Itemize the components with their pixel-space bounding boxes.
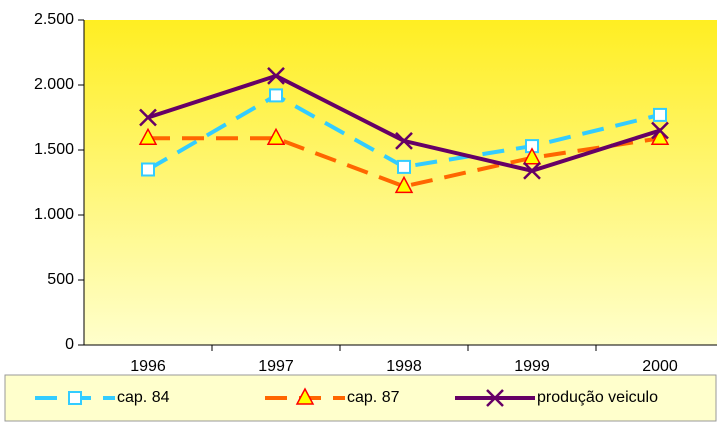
marker bbox=[295, 387, 315, 405]
x-tick-label: 2000 bbox=[642, 358, 678, 375]
legend-label: produção veiculo bbox=[537, 389, 658, 406]
marker bbox=[651, 121, 669, 140]
marker bbox=[269, 88, 283, 103]
marker bbox=[653, 107, 667, 122]
x-tick-label: 1998 bbox=[386, 358, 422, 375]
marker bbox=[267, 67, 285, 85]
marker bbox=[141, 162, 155, 177]
y-tick-label: 1.000 bbox=[34, 206, 74, 223]
marker bbox=[486, 389, 504, 407]
marker bbox=[397, 159, 411, 174]
x-tick-label: 1997 bbox=[258, 358, 294, 375]
marker bbox=[266, 127, 286, 146]
marker bbox=[394, 175, 414, 194]
y-tick-label: 2.000 bbox=[34, 76, 74, 93]
marker bbox=[139, 108, 157, 127]
legend-box bbox=[4, 374, 717, 422]
legend-label: cap. 84 bbox=[117, 389, 170, 406]
y-tick-label: 2.500 bbox=[34, 11, 74, 28]
marker bbox=[138, 127, 158, 146]
marker bbox=[68, 391, 82, 405]
marker bbox=[522, 147, 542, 165]
x-tick-label: 1999 bbox=[514, 358, 550, 375]
x-tick-label: 1996 bbox=[130, 358, 166, 375]
marker bbox=[650, 127, 670, 146]
y-tick-label: 0 bbox=[65, 336, 74, 353]
y-tick-label: 1.500 bbox=[34, 141, 74, 158]
legend-label: cap. 87 bbox=[347, 389, 400, 406]
series-line bbox=[148, 136, 661, 189]
y-tick-label: 500 bbox=[47, 271, 74, 288]
marker bbox=[523, 161, 541, 180]
marker bbox=[395, 132, 413, 150]
